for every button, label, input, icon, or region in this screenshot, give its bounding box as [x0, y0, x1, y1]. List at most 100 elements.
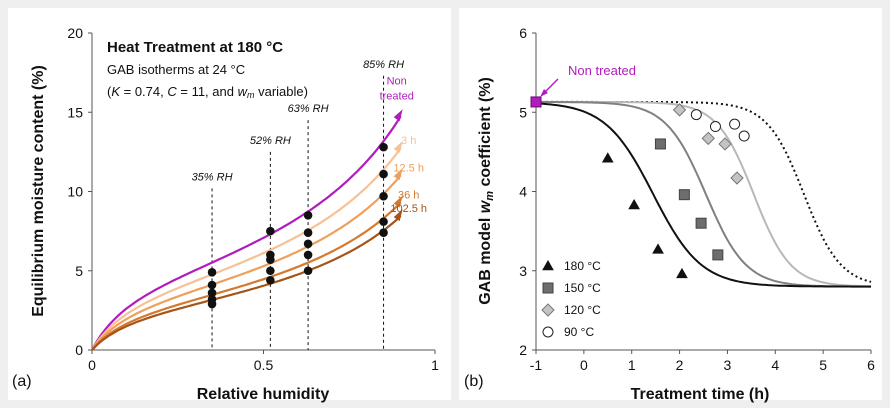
- panel-a-annotation: Heat Treatment at 180 °C GAB isotherms a…: [107, 39, 308, 100]
- marker-square: [678, 189, 690, 201]
- panel-b-x-tick-label: 5: [819, 357, 827, 373]
- panel-a-y-tick-label: 10: [67, 184, 83, 200]
- marker-circle: [738, 130, 750, 142]
- panel-b-x-tick-label: 0: [580, 357, 588, 373]
- marker-circle: [542, 326, 554, 338]
- ann3-part-3: C: [167, 84, 177, 99]
- data-point: [266, 275, 275, 285]
- panel-b-y-tick-label: 2: [519, 342, 527, 358]
- marker-diamond: [718, 137, 732, 151]
- panel-a-x-axis-label: Relative humidity: [197, 386, 330, 403]
- ylabel-b-part-3: coefficient (%): [477, 77, 494, 191]
- panel-b-x-tick-label: 1: [628, 357, 636, 373]
- panel-b-background: [459, 8, 882, 400]
- rh-label: 85% RH: [363, 59, 404, 71]
- ylabel-b-part-1: w: [477, 199, 494, 213]
- series-label: Non: [387, 75, 407, 87]
- panel-b-chart: (b) Treatment time (h) GAB model wm coef…: [464, 25, 875, 403]
- marker-square: [695, 217, 707, 229]
- series-label: 3 h: [401, 135, 416, 147]
- non-treated-point: [530, 96, 542, 108]
- ann3-part-5: w: [238, 84, 249, 99]
- ann3-part-1: K: [111, 84, 121, 99]
- data-point: [266, 255, 275, 264]
- marker-diamond: [541, 303, 555, 317]
- panel-b-label: (b): [464, 373, 484, 390]
- callout-label: Non treated: [568, 63, 636, 78]
- panel-b-x-axis-label: Treatment time (h): [631, 386, 770, 403]
- ann3-part-7: variable): [254, 84, 307, 99]
- panel-a-y-tick-label: 5: [75, 263, 83, 279]
- isotherm-line: [91, 115, 402, 351]
- ann3-part-6: m: [247, 90, 255, 100]
- marker-square: [654, 138, 666, 150]
- panel-b-y-tick-label: 4: [519, 184, 527, 200]
- annotation-title: Heat Treatment at 180 °C: [107, 39, 283, 56]
- marker-square: [712, 249, 724, 261]
- data-point: [207, 288, 217, 298]
- marker-square: [542, 282, 554, 294]
- series-label: 102.5 h: [390, 203, 427, 215]
- rh-label: 52% RH: [250, 135, 291, 147]
- data-point: [266, 266, 275, 276]
- data-point: [379, 142, 388, 152]
- data-point: [207, 299, 217, 309]
- panel-a-y-tick-label: 15: [67, 104, 83, 120]
- annotation-line-3: (K = 0.74, C = 11, and wm variable): [107, 84, 308, 100]
- data-point: [379, 217, 388, 226]
- marker-triangle: [542, 259, 554, 271]
- panel-b-y-tick-label: 5: [519, 104, 527, 120]
- isotherm-line: [91, 201, 402, 351]
- ann3-part-0: (: [107, 84, 112, 99]
- rh-label: 35% RH: [192, 171, 233, 183]
- panel-a-x-tick-label: 0.5: [254, 357, 274, 373]
- isotherm-line: [91, 174, 402, 351]
- series-label: 36 h: [398, 189, 419, 201]
- panel-b-x-tick-label: 6: [867, 357, 875, 373]
- data-point: [379, 228, 388, 238]
- legend-label: 180 °C: [564, 259, 601, 273]
- data-point: [303, 239, 313, 249]
- series-label: 12.5 h: [393, 162, 424, 174]
- panel-b-x-tick-label: 4: [771, 357, 779, 373]
- legend-label: 90 °C: [564, 325, 594, 339]
- panel-b-x-tick-label: 3: [724, 357, 732, 373]
- panel-a-x-tick-label: 0: [88, 357, 96, 373]
- marker-diamond: [730, 171, 744, 185]
- data-point: [303, 250, 313, 260]
- isotherm-line: [91, 147, 402, 351]
- panel-b-y-tick-label: 3: [519, 263, 527, 279]
- marker-triangle: [601, 152, 614, 163]
- panel-b-x-tick-label: -1: [530, 357, 543, 373]
- data-point: [379, 169, 388, 179]
- panel-a-chart: (a) Relative humidity Equilibrium moistu…: [12, 25, 439, 403]
- isotherm-arrowhead: [393, 109, 403, 122]
- panel-a-y-tick-label: 20: [67, 25, 83, 41]
- marker-circle: [690, 109, 702, 121]
- data-point: [207, 280, 217, 290]
- panel-a-y-tick-label: 0: [75, 342, 83, 358]
- ann3-part-2: = 0.74,: [120, 84, 167, 99]
- marker-triangle: [652, 243, 664, 254]
- isotherm-arrowhead: [393, 168, 403, 181]
- marker-circle: [709, 121, 721, 133]
- callout-arrowhead: [540, 88, 548, 97]
- isotherm-arrowhead: [393, 141, 403, 154]
- marker-diamond: [701, 131, 715, 146]
- marker-triangle: [676, 267, 688, 279]
- series-label: treated: [380, 90, 414, 102]
- data-point: [303, 210, 313, 220]
- legend-label: 120 °C: [564, 303, 601, 317]
- panel-b-y-tick-label: 6: [519, 25, 527, 41]
- ann3-part-4: = 11, and: [177, 84, 238, 99]
- data-point: [303, 228, 313, 238]
- marker-diamond: [672, 103, 687, 117]
- rh-label: 63% RH: [288, 103, 329, 115]
- data-point: [266, 226, 275, 236]
- panel-a-y-axis-label: Equilibrium moisture content (%): [30, 65, 47, 317]
- isotherm-line: [91, 215, 402, 351]
- isotherm-arrowhead: [393, 195, 403, 208]
- panel-a-x-tick-label: 1: [431, 357, 439, 373]
- panel-b-y-axis-label: GAB model wm coefficient (%): [477, 77, 496, 305]
